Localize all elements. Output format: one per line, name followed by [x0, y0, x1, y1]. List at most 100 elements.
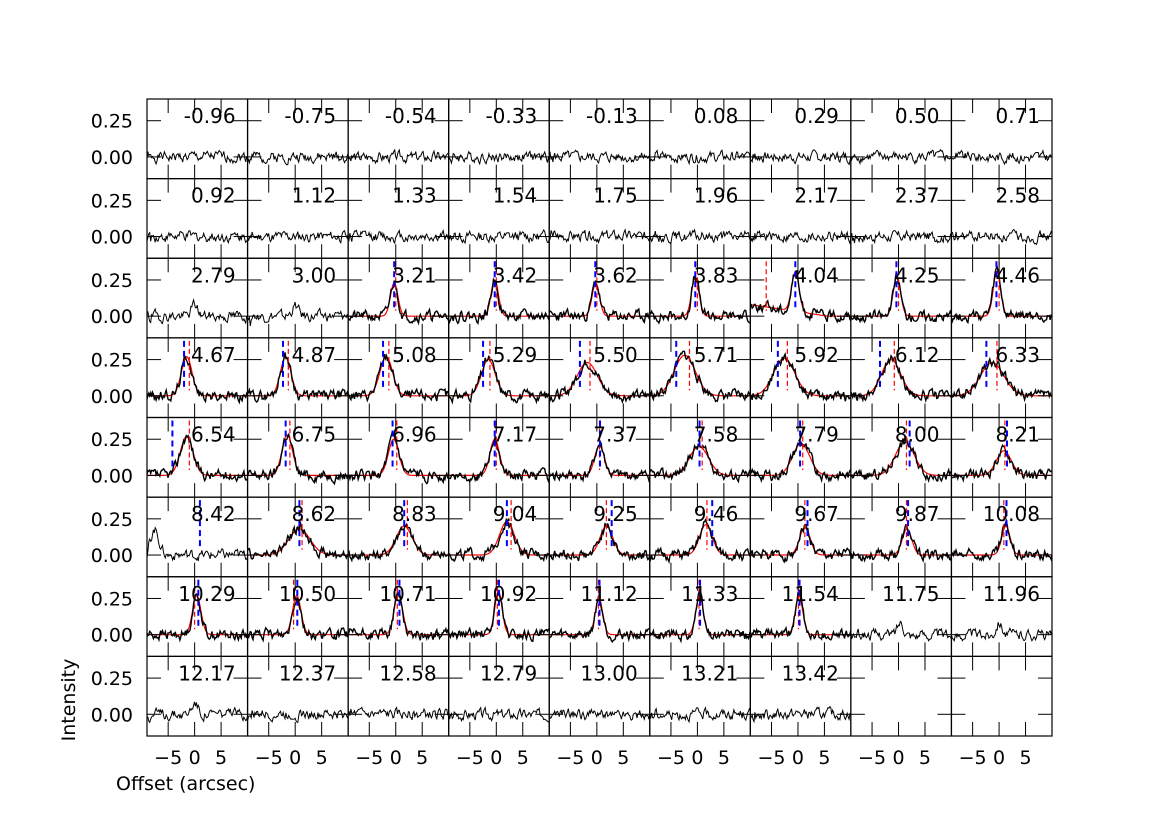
panel-velocity-label: 13.42	[782, 661, 839, 685]
x-tick-label: 5	[919, 747, 931, 769]
spectrum-line	[850, 229, 952, 245]
panel-plot-area	[649, 500, 751, 565]
panel-plot-area	[247, 500, 349, 560]
spectrum-panel: 0.50	[850, 98, 953, 180]
spectrum-line	[348, 431, 449, 485]
panel-plot-area	[649, 706, 751, 724]
panel-velocity-label: 4.67	[191, 343, 236, 367]
panel-plot-area	[750, 500, 851, 564]
panel-velocity-label: 5.92	[794, 343, 839, 367]
panel-plot-area	[348, 228, 449, 245]
panel-plot-area	[147, 230, 248, 245]
panel-velocity-label: 3.21	[392, 263, 437, 287]
panel-plot-area	[850, 148, 952, 166]
spectrum-line	[649, 274, 751, 325]
panel-velocity-label: 8.83	[392, 502, 437, 526]
panel-velocity-label: 6.75	[292, 423, 337, 447]
spectrum-panel: 7.37	[548, 416, 651, 498]
panel-plot-area	[750, 705, 851, 724]
x-tick-label: 5	[416, 747, 428, 769]
spectrum-line	[147, 297, 248, 325]
spectrum-line	[951, 228, 1053, 246]
panel-velocity-label: 12.58	[379, 661, 436, 685]
y-tick-label: 0.25	[91, 111, 133, 133]
spectrum-line	[649, 149, 751, 166]
spectrum-panel: 1.54	[448, 178, 550, 259]
panel-velocity-label: 1.96	[694, 184, 739, 208]
panel-velocity-label: 3.62	[593, 263, 638, 287]
y-tick-label: 0.25	[91, 350, 133, 372]
panel-plot-area	[147, 701, 248, 724]
spectrum-panel: 12.79 −5 0 5	[448, 655, 550, 769]
x-tick-label: 5	[517, 747, 529, 769]
panel-plot-area	[549, 228, 650, 245]
x-tick-label: 0	[390, 747, 402, 769]
y-tick-label: 0.00	[91, 227, 133, 249]
panel-plot-area	[348, 148, 449, 165]
panel-plot-area	[850, 500, 952, 563]
spectrum-panel: 11.33	[649, 576, 751, 657]
x-tick-label: 0	[792, 747, 804, 769]
spectrum-panel: 3.42	[448, 257, 550, 339]
fit-curve	[448, 521, 550, 556]
panel-plot-area	[549, 420, 650, 483]
panel-velocity-label: 0.29	[794, 104, 839, 128]
panel-velocity-label: 11.54	[782, 582, 839, 606]
panel-grid: -0.96 0.00 0.25 -0.75 -0.54 -0.33 -0.13 0.08 0.2…	[91, 98, 1053, 769]
spectrum-line	[147, 526, 248, 562]
x-tick-label: 0	[892, 747, 904, 769]
spectrum-line	[147, 149, 248, 166]
panel-plot-area	[549, 500, 650, 562]
spectrum-line	[649, 706, 751, 724]
panel-plot-area	[951, 500, 1053, 563]
panel-plot-area	[448, 229, 550, 245]
panel-velocity-label: 7.58	[694, 423, 739, 447]
panel-plot-area	[448, 150, 550, 166]
fit-curve	[448, 279, 550, 317]
spectrum-panel: 0.29	[749, 98, 852, 180]
y-tick-label: 0.00	[91, 625, 133, 647]
spectrum-panel: 8.00	[850, 416, 953, 498]
y-tick-label: 0.25	[91, 270, 133, 292]
spectrum-line	[348, 353, 449, 403]
spectrum-panel: 6.75	[246, 416, 349, 498]
spectrum-line	[649, 228, 751, 246]
spectrum-line	[951, 265, 1053, 325]
spectrum-panel: 2.79 0.00 0.25	[91, 257, 249, 339]
panel-plot-area	[448, 261, 550, 325]
spectrum-line	[348, 590, 449, 642]
spectrum-line	[448, 355, 550, 405]
spectrum-line	[750, 270, 851, 324]
panel-velocity-label: 1.12	[292, 184, 337, 208]
panel-velocity-label: 10.92	[480, 582, 537, 606]
spectrum-panel: 4.87	[246, 337, 349, 419]
panel-velocity-label: -0.33	[485, 104, 537, 128]
panel-plot-area	[147, 149, 248, 166]
panel-velocity-label: 13.21	[681, 661, 738, 685]
spectrum-line	[448, 706, 550, 723]
panel-plot-area	[951, 228, 1053, 246]
panel-velocity-label: 9.67	[794, 502, 839, 526]
x-tick-label: 5	[617, 747, 629, 769]
spectrum-line	[649, 350, 751, 403]
x-tick-label: −5	[355, 747, 383, 769]
panel-velocity-label: 13.00	[581, 661, 638, 685]
x-tick-label: 0	[691, 747, 703, 769]
panel-plot-area	[549, 707, 650, 721]
spectrum-panel: 9.04	[448, 496, 550, 578]
panel-plot-area	[850, 620, 952, 642]
panel-velocity-label: 3.83	[694, 263, 739, 287]
spectrum-panel: 5.50	[548, 337, 651, 419]
x-tick-label: 5	[818, 747, 830, 769]
spectrum-line	[750, 229, 851, 246]
panel-plot-area	[649, 149, 751, 166]
spectrum-panel: -0.54	[347, 98, 450, 180]
panel-velocity-label: 4.46	[995, 263, 1040, 287]
panel-velocity-label: 2.37	[895, 184, 940, 208]
spectrum-line	[951, 518, 1053, 563]
spectrum-panel: 3.21	[347, 257, 450, 339]
spectrum-line	[549, 280, 650, 325]
spectrum-line	[247, 520, 349, 560]
